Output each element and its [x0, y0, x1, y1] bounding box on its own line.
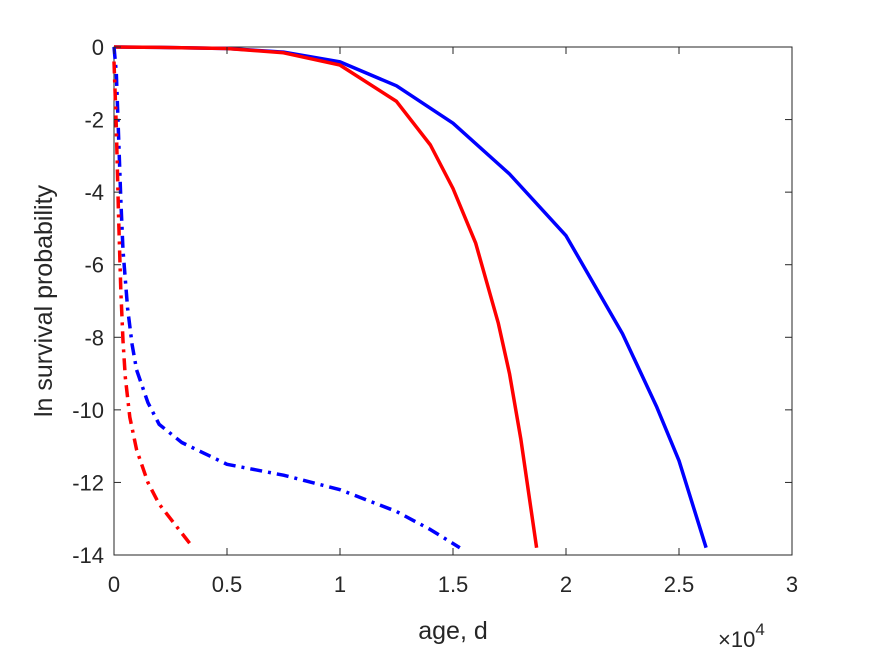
y-tick-label: -6 [84, 253, 104, 278]
series-line-3 [112, 46, 461, 550]
x-tick-label: 1 [334, 572, 346, 597]
y-tick-label: -14 [72, 543, 104, 568]
x-axis-multiplier: ×104 [718, 620, 765, 652]
plot-area [113, 46, 793, 556]
x-tick-label: 2 [560, 572, 572, 597]
x-axis-multiplier-exponent: 4 [755, 620, 764, 639]
plot-frame [113, 46, 793, 556]
ticks-layer: 0 0.5 1 1.5 2 2.5 3 0 -2 -4 -6 -8 -10 -12 -14 [72, 35, 798, 597]
x-tick-label: 2.5 [664, 572, 695, 597]
labels-layer: age, d ln survival probability ×104 [30, 184, 765, 652]
y-tick-label: -8 [84, 325, 104, 350]
x-tick-label: 1.5 [438, 572, 469, 597]
y-axis-label: ln survival probability [30, 184, 58, 417]
y-tick-label: 0 [92, 35, 104, 60]
x-axis-multiplier-base: ×10 [718, 627, 755, 652]
y-tick-label: -4 [84, 180, 104, 205]
series-line-4 [112, 61, 195, 549]
x-tick-label: 0.5 [212, 572, 243, 597]
x-tick-label: 0 [108, 572, 120, 597]
x-tick-label: 3 [786, 572, 798, 597]
y-tick-label: -12 [72, 470, 104, 495]
y-tick-label: -2 [84, 108, 104, 133]
x-axis-label: age, d [418, 617, 488, 645]
y-tick-label: -10 [72, 398, 104, 423]
